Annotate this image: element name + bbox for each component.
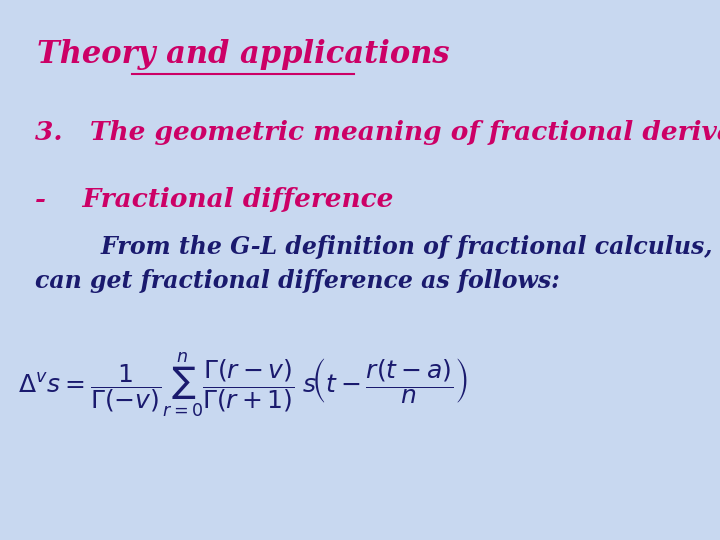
Text: $\Delta^v s = \dfrac{1}{\Gamma(-v)} \sum_{r=0}^{n} \dfrac{\Gamma(r-v)}{\Gamma(r+: $\Delta^v s = \dfrac{1}{\Gamma(-v)} \sum… — [18, 351, 468, 420]
Text: -    Fractional difference: - Fractional difference — [35, 187, 394, 212]
Text: Theory and applications: Theory and applications — [37, 39, 449, 70]
Text: From the G-L definition of fractional calculus, we
can get fractional difference: From the G-L definition of fractional ca… — [35, 235, 720, 293]
Text: 3.   The geometric meaning of fractional derivative: 3. The geometric meaning of fractional d… — [35, 119, 720, 145]
